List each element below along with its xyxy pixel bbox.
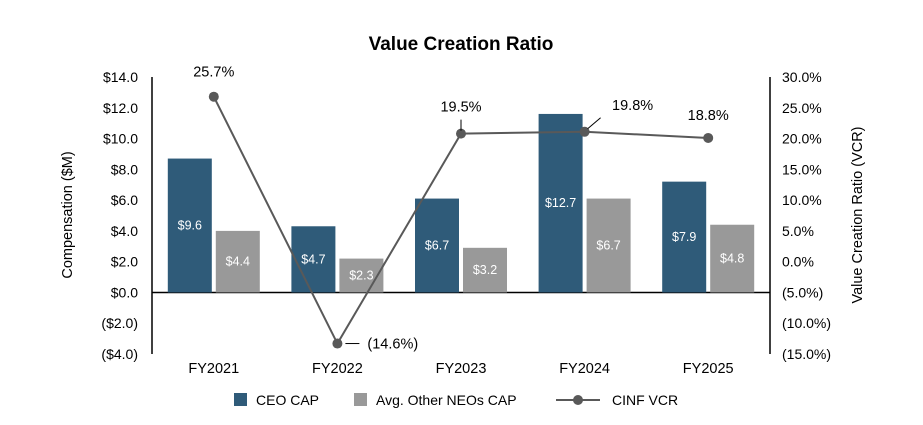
vcr-label-leader [587, 117, 601, 130]
ceo-cap-bar [538, 113, 583, 293]
left-tick-label: $10.0 [103, 131, 138, 147]
category-label: FY2024 [559, 361, 610, 377]
legend-swatch-ceo-cap [234, 393, 247, 406]
ceo-cap-bar-label: $7.9 [672, 230, 696, 244]
left-tick-label: $0.0 [111, 284, 138, 300]
category-label: FY2023 [436, 361, 487, 377]
right-tick-label: (15.0%) [782, 346, 831, 362]
vcr-point [208, 91, 219, 102]
ceo-cap-bar-label: $9.6 [178, 219, 202, 233]
chart-title: Value Creation Ratio [369, 34, 554, 55]
left-tick-label: $6.0 [111, 192, 138, 208]
neo-cap-bar-label: $3.2 [473, 263, 497, 277]
left-tick-label: ($2.0) [101, 315, 138, 331]
left-axis-ticks: $14.0 $12.0 $10.0 $8.0 $6.0 $4.0 $2.0 $0.0 ($2.0… [101, 69, 138, 362]
legend-label-neo-cap: Avg. Other NEOs CAP [376, 392, 517, 408]
ceo-cap-bar [167, 158, 212, 293]
ceo-cap-bar-label: $12.7 [545, 196, 576, 210]
legend-marker-vcr [573, 395, 583, 405]
ceo-cap-bar-label: $6.7 [425, 239, 449, 253]
ceo-cap-bar [291, 226, 336, 293]
legend-swatch-neo-cap [354, 393, 367, 406]
neo-cap-bar-label: $6.7 [596, 239, 620, 253]
vcr-point-label: 19.8% [612, 98, 653, 114]
left-tick-label: $14.0 [103, 69, 138, 85]
left-tick-label: $4.0 [111, 223, 138, 239]
right-axis-ticks: 30.0% 25.0% 20.0% 15.0% 10.0% 5.0% 0.0% (5.0%) (… [782, 69, 831, 362]
right-tick-label: 20.0% [782, 131, 822, 147]
ceo-cap-bar [662, 181, 707, 293]
left-axis-title: Compensation ($M) [60, 151, 76, 278]
neo-cap-bar [710, 224, 755, 293]
left-tick-label: $2.0 [111, 254, 138, 270]
vcr-point-label: 19.5% [440, 100, 481, 116]
vcr-point [703, 132, 714, 143]
neo-cap-bar [215, 230, 260, 293]
right-tick-label: 30.0% [782, 69, 822, 85]
legend-label-vcr: CINF VCR [612, 392, 678, 408]
neo-cap-bar [463, 247, 507, 293]
category-labels: FY2021 FY2022 FY2023 FY2024 FY2025 [188, 361, 733, 377]
right-tick-label: (10.0%) [782, 315, 831, 331]
vcr-point-label: (14.6%) [367, 337, 418, 353]
ceo-cap-bar [415, 198, 459, 293]
right-axis-title: Value Creation Ratio (VCR) [850, 126, 866, 303]
right-tick-label: 0.0% [782, 254, 814, 270]
neo-cap-bar-label: $4.8 [720, 252, 744, 266]
left-tick-label: ($4.0) [101, 346, 138, 362]
left-tick-label: $8.0 [111, 161, 138, 177]
right-tick-label: 10.0% [782, 192, 822, 208]
right-tick-label: 5.0% [782, 223, 814, 239]
right-tick-label: 25.0% [782, 100, 822, 116]
vcr-point [332, 338, 343, 349]
vcr-point [456, 128, 466, 139]
neo-cap-bar-label: $4.4 [226, 255, 250, 269]
neo-cap-bar-label: $2.3 [349, 269, 373, 283]
neo-cap-bar [586, 198, 631, 293]
left-tick-label: $12.0 [103, 100, 138, 116]
category-label: FY2021 [188, 361, 239, 377]
neo-cap-bar [339, 258, 384, 293]
vcr-point-label: 18.8% [688, 108, 729, 124]
vcr-point [579, 126, 590, 137]
bars: $9.6 $4.7 $6.7 $12.7 $7.9 $4.4 $2.3 $3.2 $6.7 $4.… [167, 113, 755, 293]
legend: CEO CAP Avg. Other NEOs CAP CINF VCR [234, 392, 678, 408]
category-label: FY2022 [312, 361, 363, 377]
category-label: FY2025 [683, 361, 734, 377]
legend-label-ceo-cap: CEO CAP [256, 392, 319, 408]
vcr-point-label: 25.7% [193, 65, 234, 81]
ceo-cap-bar-label: $4.7 [301, 252, 325, 266]
right-tick-label: 15.0% [782, 161, 822, 177]
vcr-line: 25.7% (14.6%) 19.5% 19.8% 18.8% [193, 65, 729, 353]
right-tick-label: (5.0%) [782, 284, 823, 300]
